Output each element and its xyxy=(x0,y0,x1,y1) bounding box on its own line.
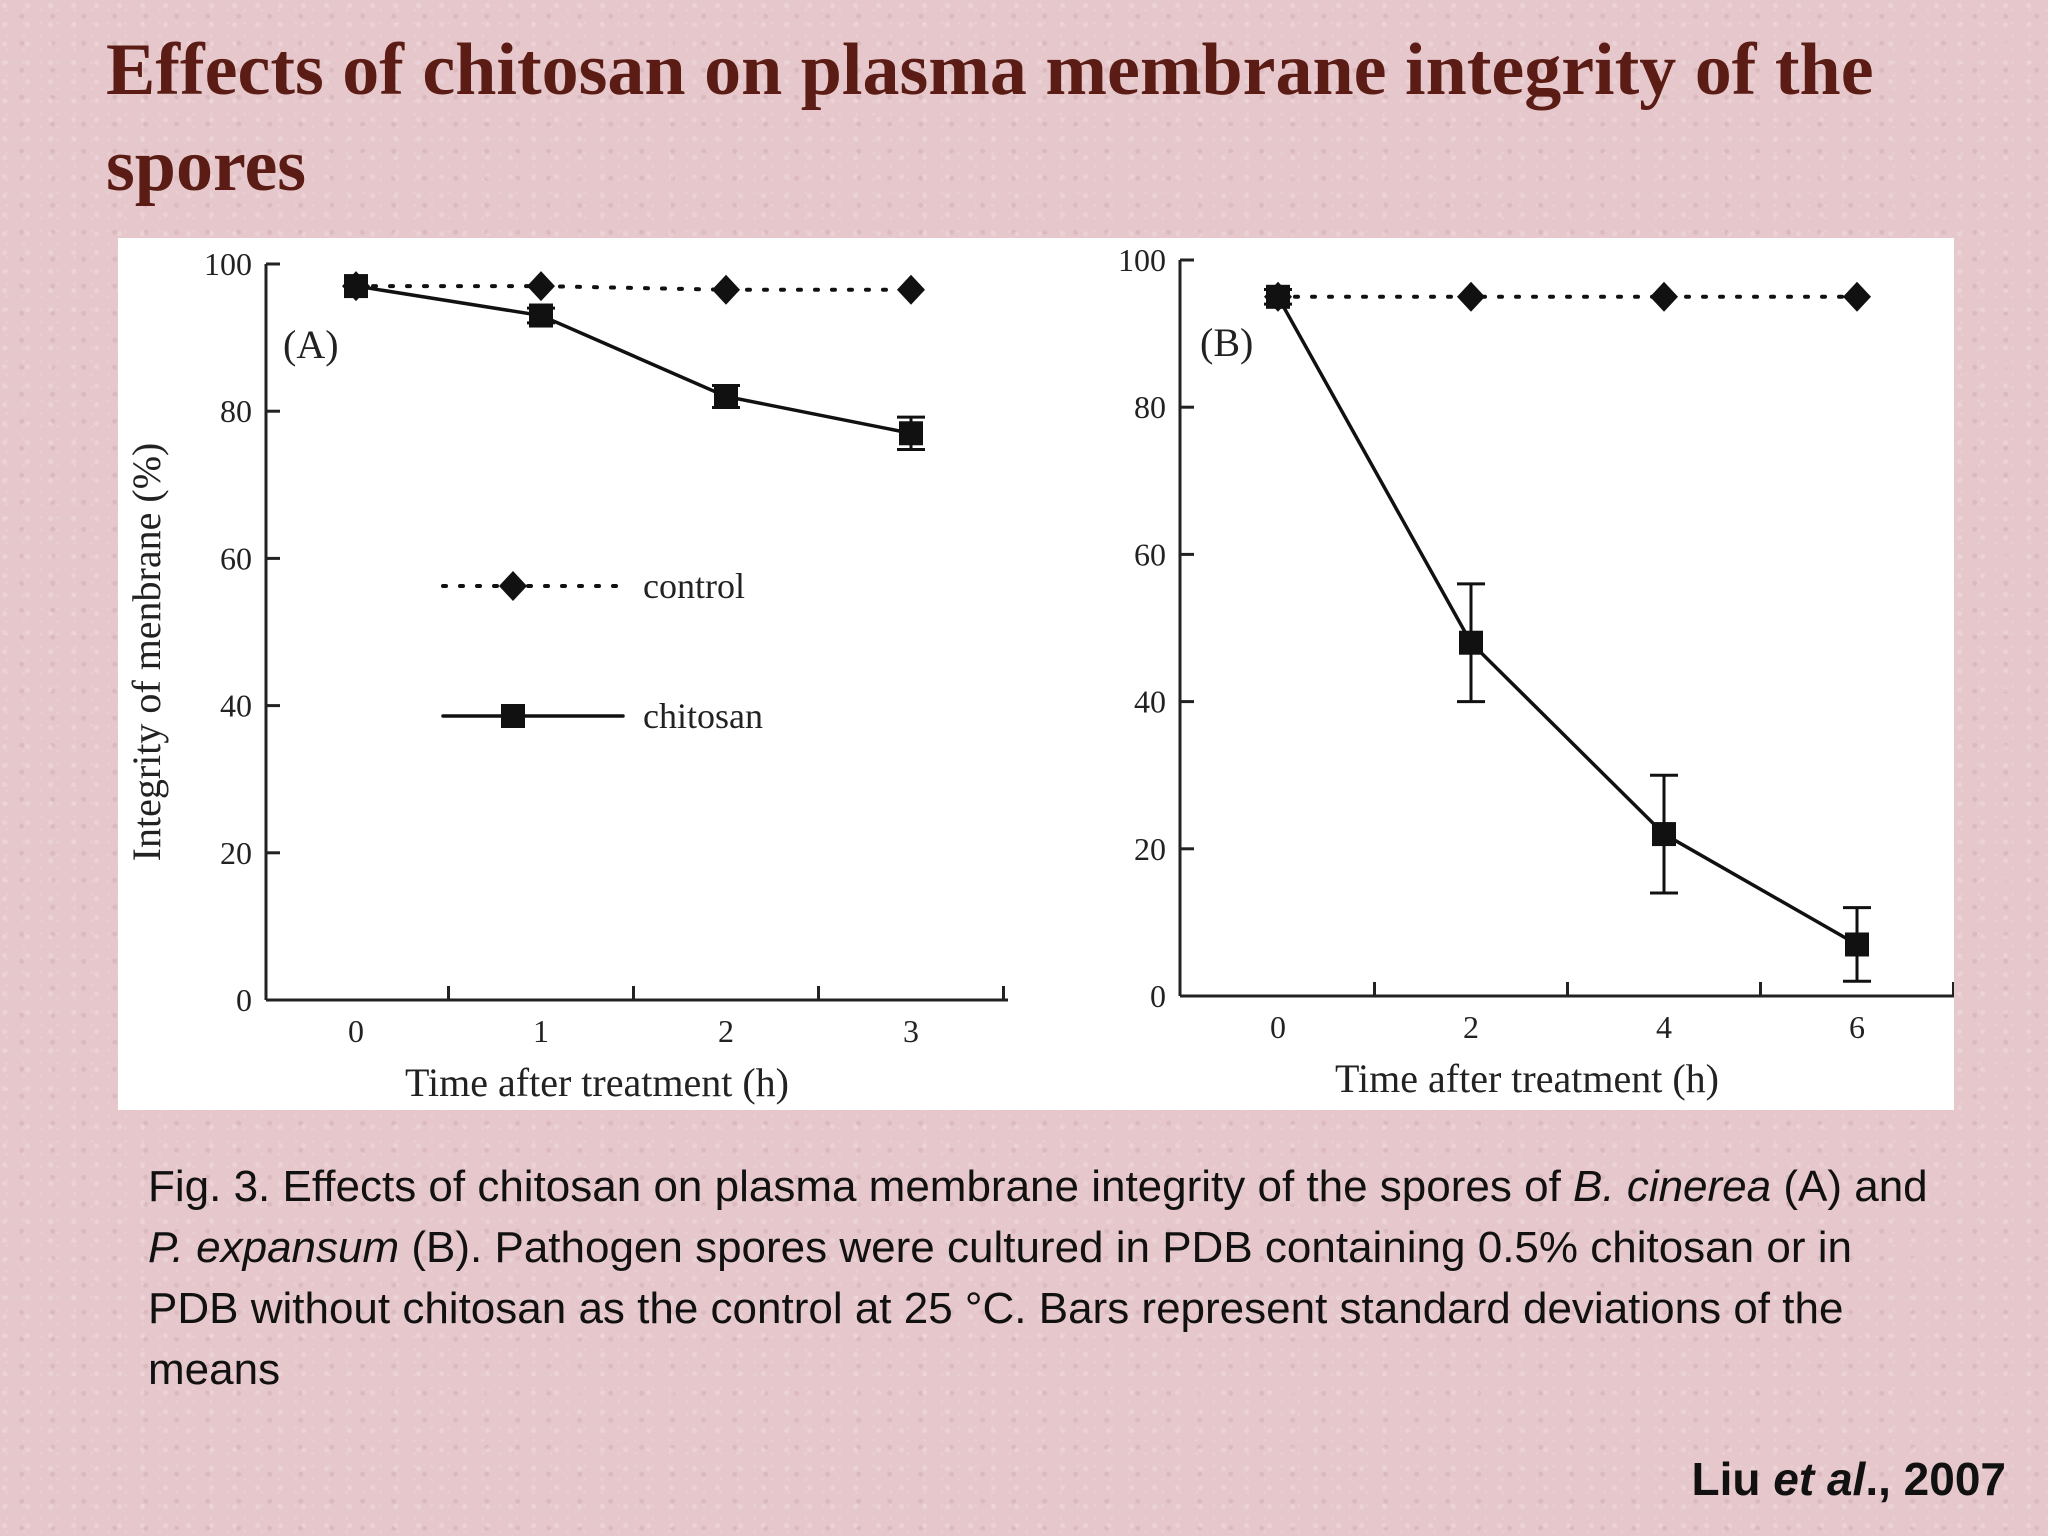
chart-a-legend-chitosan-marker xyxy=(501,704,525,728)
chart-a-y-tick-label: 0 xyxy=(236,982,252,1018)
chart-b-chitosan-point xyxy=(1652,822,1676,847)
caption-species-2: P. expansum xyxy=(148,1223,400,1272)
chart-b-chitosan-point xyxy=(1459,630,1483,655)
chart-b-y-tick-label: 40 xyxy=(1134,684,1166,720)
chart-a-y-tick-label: 80 xyxy=(220,393,252,429)
chart-b-x-tick-label: 0 xyxy=(1270,1009,1286,1045)
citation-etal: et al xyxy=(1773,1453,1866,1505)
chart-a-chitosan-point xyxy=(899,421,923,446)
chart-b-y-tick-label: 80 xyxy=(1134,389,1166,425)
chart-a-y-tick-label: 100 xyxy=(204,246,252,282)
chart-a-y-tick-label: 20 xyxy=(220,835,252,871)
chart-a-control-point xyxy=(712,274,740,305)
chart-b-chitosan-line xyxy=(1276,295,1859,947)
chart-b: 0 20 40 60 80 100 0 2 4 6 Time after treatment (h)… xyxy=(1118,242,1954,1101)
chart-a-control-point xyxy=(897,274,925,305)
chart-a-legend-chitosan-label: chitosan xyxy=(643,696,763,736)
chart-b-control-point xyxy=(1650,281,1678,312)
chart-a-y-tick-label: 60 xyxy=(220,540,252,576)
chart-a-y-tick-label: 40 xyxy=(220,688,252,724)
figure-caption: Fig. 3. Effects of chitosan on plasma me… xyxy=(148,1156,1938,1400)
chart-b-x-tick-label: 2 xyxy=(1463,1009,1479,1045)
chart-a-control-point xyxy=(527,271,555,302)
chart-b-x-tick-label: 4 xyxy=(1656,1009,1672,1045)
chart-a-chitosan-line xyxy=(354,284,913,436)
chart-a-chitosan-point xyxy=(344,274,368,299)
caption-text-3: (B). Pathogen spores were cultured in PD… xyxy=(148,1223,1852,1394)
chart-a-x-tick-label: 1 xyxy=(533,1013,549,1049)
chart-b-y-tick-label: 0 xyxy=(1150,978,1166,1014)
chart-a-x-tick-label: 3 xyxy=(903,1013,919,1049)
chart-b-control-point xyxy=(1843,281,1871,312)
citation-author: Liu xyxy=(1691,1453,1774,1505)
chart-a: 0 20 40 60 80 100 0 1 2 3 Time after treatment (h)… xyxy=(124,246,1008,1105)
chart-b-panel-label: (B) xyxy=(1200,320,1253,365)
chart-b-x-tick-label: 6 xyxy=(1849,1009,1865,1045)
citation: Liu et al., 2007 xyxy=(1692,1452,2007,1506)
chart-a-x-tick-label: 2 xyxy=(718,1013,734,1049)
chart-b-control-point xyxy=(1457,281,1485,312)
chart-a-panel-label: (A) xyxy=(283,322,339,367)
slide-title: Effects of chitosan on plasma membrane i… xyxy=(106,29,1874,207)
chart-a-legend-control-marker xyxy=(499,571,527,601)
chart-b-y-tick-label: 20 xyxy=(1134,831,1166,867)
chart-a-control-line xyxy=(354,284,913,292)
chart-b-chitosan-point xyxy=(1845,932,1869,957)
figure-panel: 0 20 40 60 80 100 0 1 2 3 Time after treatment (h)… xyxy=(118,238,1954,1110)
chart-b-y-tick-label: 100 xyxy=(1118,242,1166,278)
chart-a-chitosan-point xyxy=(529,303,553,328)
chart-a-chitosan-point xyxy=(714,384,738,409)
caption-text-1: Fig. 3. Effects of chitosan on plasma me… xyxy=(148,1162,1574,1211)
chart-a-legend-control-label: control xyxy=(643,566,745,606)
chart-b-chitosan-point xyxy=(1266,284,1290,309)
caption-species-1: B. cinerea xyxy=(1573,1162,1772,1211)
chart-b-y-tick-label: 60 xyxy=(1134,536,1166,572)
chart-b-x-axis-label: Time after treatment (h) xyxy=(1335,1056,1719,1101)
caption-text-2: (A) and xyxy=(1771,1162,1928,1211)
chart-a-y-axis-label: Integrity of menbrane (%) xyxy=(124,443,169,862)
chart-a-x-tick-label: 0 xyxy=(348,1013,364,1049)
chart-a-x-axis-label: Time after treatment (h) xyxy=(405,1060,789,1105)
citation-year: ., 2007 xyxy=(1865,1453,2006,1505)
